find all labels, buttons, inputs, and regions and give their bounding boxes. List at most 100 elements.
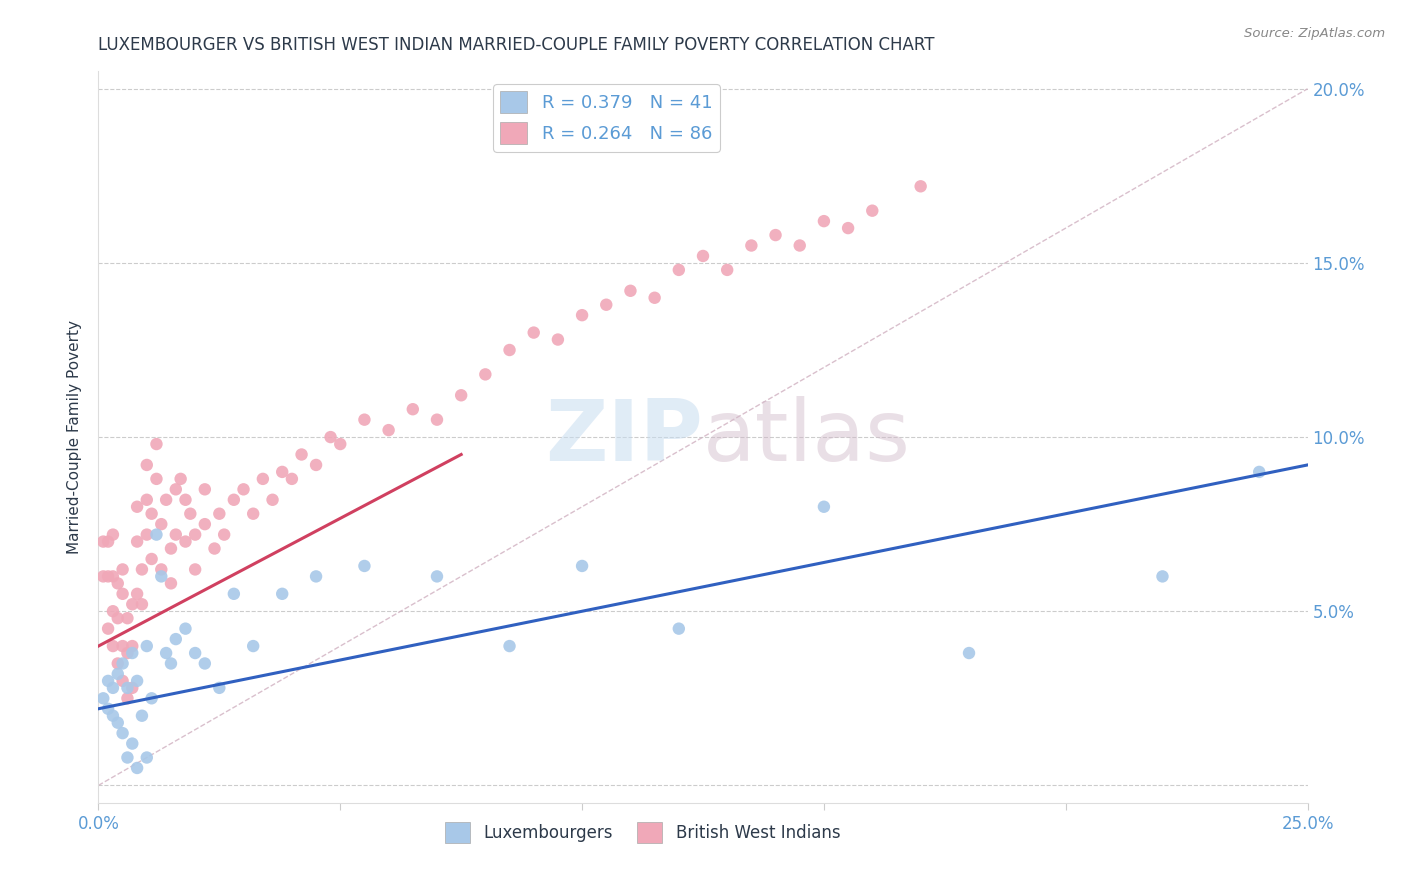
Text: ZIP: ZIP <box>546 395 703 479</box>
Point <box>91 569 114 583</box>
Point <box>174 534 197 549</box>
Point <box>184 527 207 541</box>
Point <box>644 291 666 305</box>
Point <box>242 639 264 653</box>
Point <box>131 708 153 723</box>
Point <box>169 472 191 486</box>
Point <box>281 472 304 486</box>
Point <box>111 657 134 671</box>
Point <box>111 639 134 653</box>
Point <box>101 604 124 618</box>
Point <box>91 691 114 706</box>
Point <box>135 458 157 472</box>
Point <box>121 681 143 695</box>
Point <box>97 534 120 549</box>
Text: Source: ZipAtlas.com: Source: ZipAtlas.com <box>1244 27 1385 40</box>
Point <box>141 691 163 706</box>
Point <box>523 326 546 340</box>
Point <box>101 639 124 653</box>
Point <box>117 691 139 706</box>
Point <box>111 587 134 601</box>
Point <box>957 646 980 660</box>
Point <box>165 527 187 541</box>
Point <box>1152 569 1174 583</box>
Point <box>305 458 328 472</box>
Point <box>813 500 835 514</box>
Point <box>668 263 690 277</box>
Point <box>121 737 143 751</box>
Point <box>1249 465 1271 479</box>
Point <box>232 483 254 497</box>
Point <box>121 646 143 660</box>
Point <box>121 639 143 653</box>
Point <box>101 708 124 723</box>
Point <box>498 343 520 357</box>
Point <box>716 263 738 277</box>
Point <box>97 702 120 716</box>
Point <box>174 622 197 636</box>
Point <box>222 492 245 507</box>
Point <box>252 472 274 486</box>
Point <box>174 492 197 507</box>
Point <box>813 214 835 228</box>
Point <box>692 249 714 263</box>
Point <box>127 673 149 688</box>
Point <box>160 576 183 591</box>
Point <box>184 646 207 660</box>
Point <box>121 597 143 611</box>
Point <box>107 715 129 730</box>
Point <box>194 483 217 497</box>
Point <box>271 587 294 601</box>
Point <box>97 622 120 636</box>
Point <box>101 569 124 583</box>
Point <box>242 507 264 521</box>
Point <box>117 750 139 764</box>
Point <box>208 681 231 695</box>
Point <box>107 611 129 625</box>
Point <box>547 333 569 347</box>
Point <box>127 534 149 549</box>
Legend: Luxembourgers, British West Indians: Luxembourgers, British West Indians <box>439 815 846 849</box>
Point <box>595 298 617 312</box>
Point <box>271 465 294 479</box>
Point <box>155 492 177 507</box>
Point <box>212 527 235 541</box>
Point <box>837 221 859 235</box>
Point <box>91 534 114 549</box>
Point <box>353 558 375 573</box>
Point <box>165 483 187 497</box>
Point <box>111 562 134 576</box>
Point <box>145 472 167 486</box>
Point <box>111 673 134 688</box>
Point <box>145 527 167 541</box>
Point <box>740 238 762 252</box>
Point <box>353 412 375 426</box>
Point <box>222 587 245 601</box>
Point <box>426 569 449 583</box>
Point <box>127 761 149 775</box>
Point <box>135 527 157 541</box>
Point <box>474 368 496 382</box>
Point <box>131 597 153 611</box>
Point <box>127 500 149 514</box>
Point <box>765 228 787 243</box>
Point <box>204 541 226 556</box>
Point <box>135 750 157 764</box>
Point <box>150 562 173 576</box>
Point <box>117 611 139 625</box>
Point <box>402 402 425 417</box>
Point <box>111 726 134 740</box>
Point <box>107 657 129 671</box>
Point <box>194 657 217 671</box>
Point <box>668 622 690 636</box>
Point <box>179 507 201 521</box>
Point <box>135 639 157 653</box>
Point <box>910 179 932 194</box>
Point <box>150 517 173 532</box>
Point <box>165 632 187 646</box>
Point <box>145 437 167 451</box>
Point <box>619 284 641 298</box>
Point <box>150 569 173 583</box>
Point <box>160 541 183 556</box>
Point <box>97 569 120 583</box>
